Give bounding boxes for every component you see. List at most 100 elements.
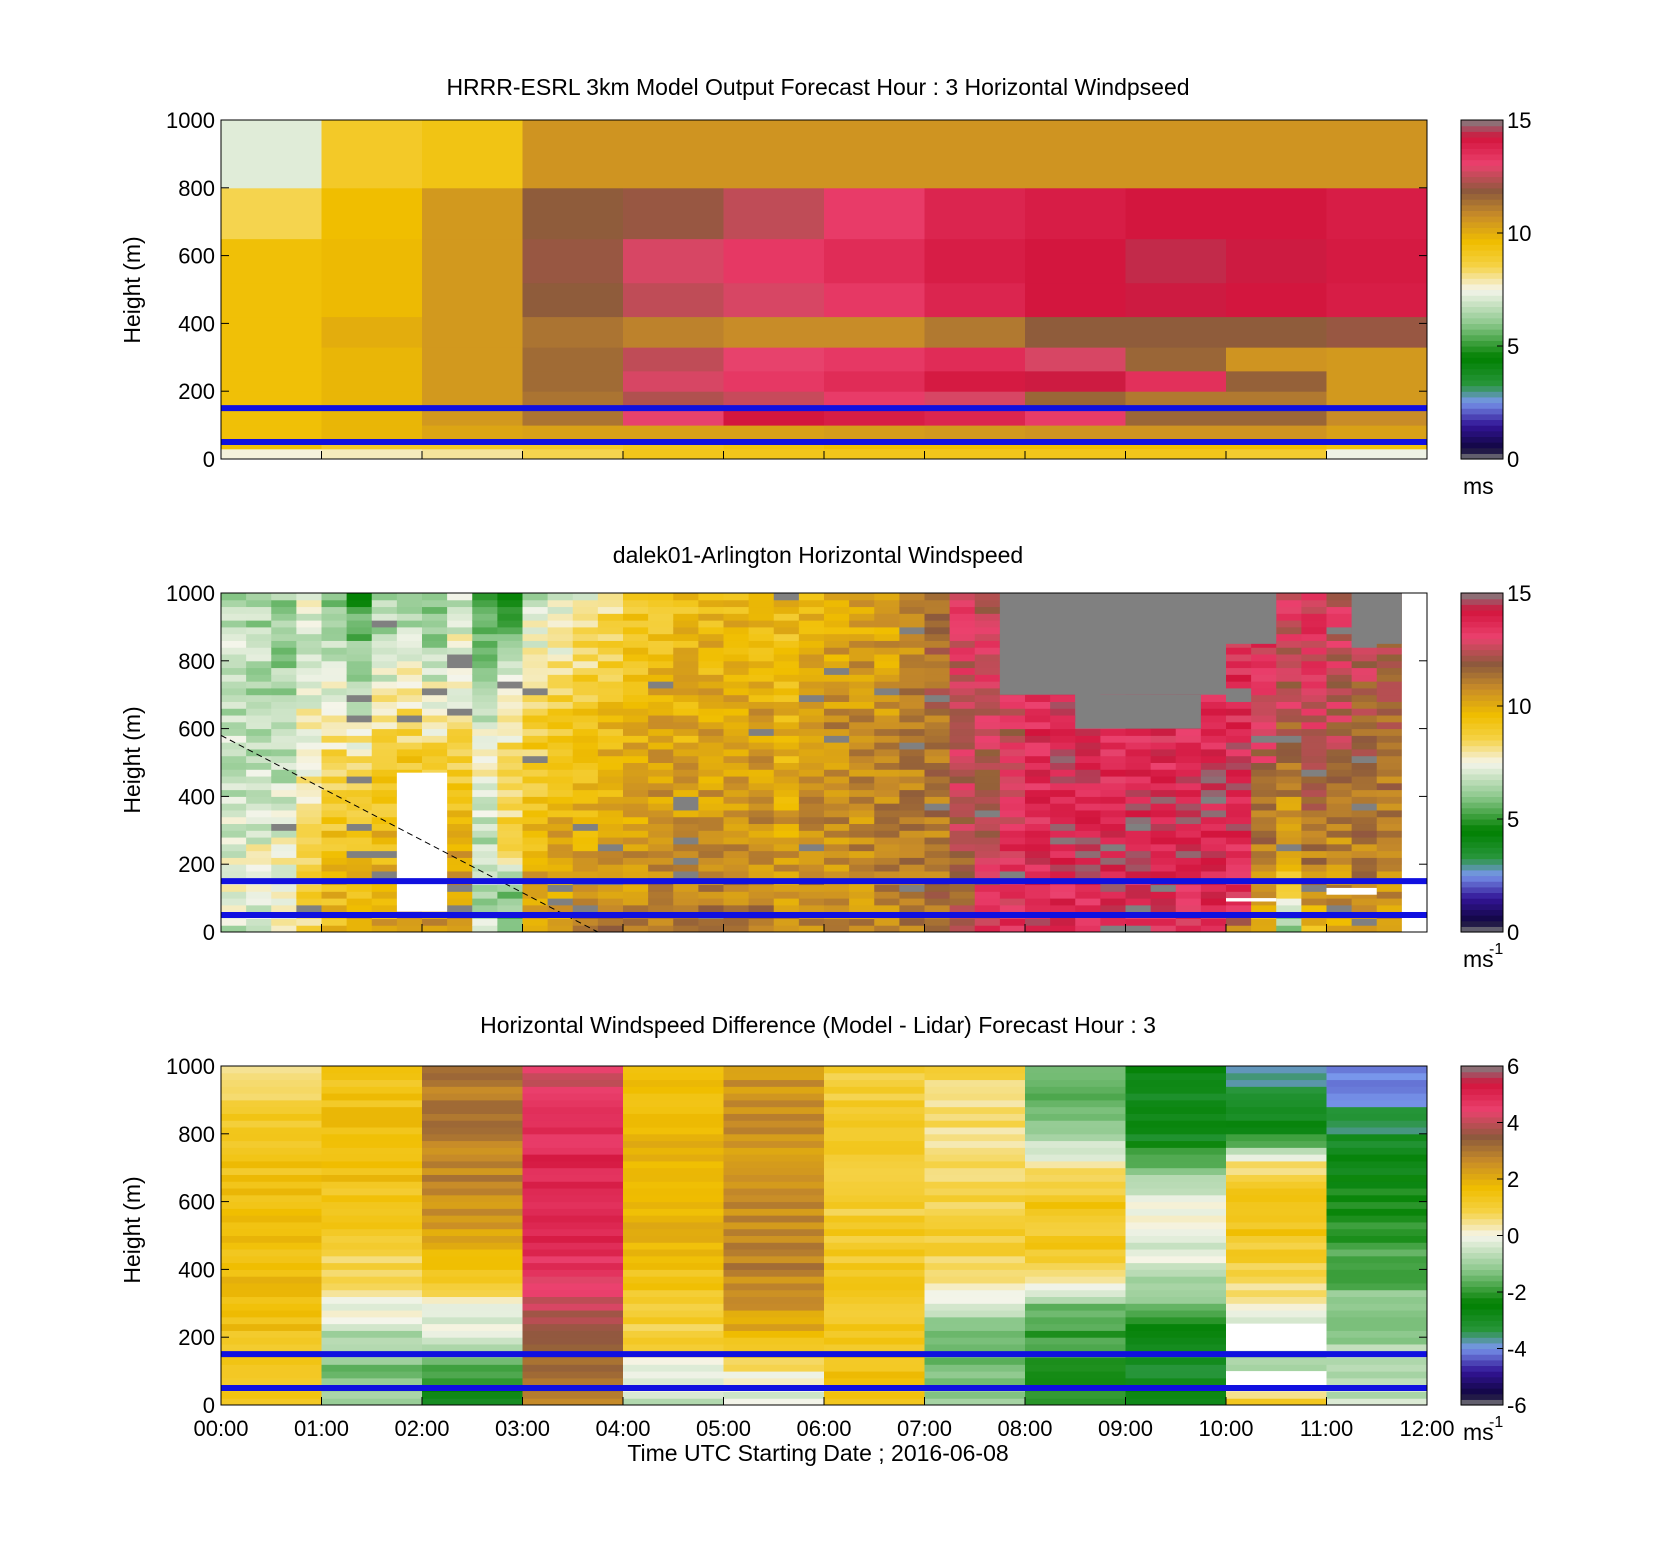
- heatmap-cell: [723, 1269, 825, 1277]
- colorbar-swatch: [1461, 408, 1503, 415]
- heatmap-cell: [1050, 898, 1076, 906]
- heatmap-cell: [874, 796, 900, 804]
- heatmap-cell: [1226, 748, 1252, 757]
- colorbar-swatch: [1461, 1258, 1503, 1265]
- heatmap-cell: [1226, 1167, 1327, 1175]
- heatmap-cell: [1025, 1296, 1126, 1304]
- heatmap-cell: [1326, 1208, 1428, 1216]
- colorbar-swatch: [1461, 858, 1503, 865]
- heatmap-cell: [1050, 694, 1076, 702]
- heatmap-cell: [1125, 1276, 1227, 1284]
- heatmap-cell: [949, 674, 976, 682]
- heatmap-cell: [648, 640, 674, 648]
- heatmap-cell: [422, 681, 448, 689]
- colorbar-swatch: [1461, 419, 1503, 426]
- heatmap-cell: [974, 918, 1001, 926]
- heatmap-cell: [824, 681, 850, 689]
- heatmap-cell: [874, 782, 900, 791]
- heatmap-cell: [1276, 816, 1302, 825]
- heatmap-cell: [221, 1289, 322, 1298]
- heatmap-cell: [422, 613, 448, 621]
- heatmap-cell: [497, 837, 523, 845]
- heatmap-cell: [221, 728, 247, 736]
- heatmap-cell: [422, 620, 448, 628]
- heatmap-cell: [572, 837, 599, 845]
- colorbar-swatch: [1461, 379, 1503, 387]
- heatmap-cell: [1025, 448, 1126, 460]
- heatmap-cell: [824, 1316, 925, 1325]
- heatmap-cell: [1025, 1208, 1126, 1216]
- heatmap-cell: [522, 606, 549, 614]
- heatmap-cell: [924, 1242, 1026, 1250]
- colorbar-swatch: [1461, 216, 1503, 223]
- heatmap-cell: [723, 1316, 825, 1325]
- heatmap-cell: [321, 1093, 423, 1101]
- heatmap-cell: [1100, 789, 1126, 797]
- heatmap-cell: [221, 1215, 322, 1223]
- heatmap-cell: [1326, 633, 1353, 641]
- colorbar-swatch: [1461, 881, 1503, 888]
- heatmap-cell: [1226, 1106, 1327, 1114]
- heatmap-plot: [220, 1065, 1428, 1406]
- heatmap-cell: [1150, 837, 1177, 845]
- heatmap-cell: [321, 654, 348, 662]
- y-tick-label: 200: [178, 1325, 215, 1350]
- heatmap-cell: [1200, 776, 1227, 784]
- heatmap-cell: [321, 1072, 423, 1081]
- heatmap-cell: [1276, 606, 1302, 614]
- heatmap-cell: [1075, 789, 1101, 797]
- heatmap-cell: [924, 1086, 1026, 1094]
- heatmap-cell: [296, 776, 322, 784]
- heatmap-cell: [924, 1296, 1026, 1304]
- heatmap-cell: [346, 647, 373, 655]
- heatmap-cell: [949, 701, 976, 709]
- heatmap-cell: [723, 613, 750, 621]
- heatmap-cell: [974, 823, 1001, 831]
- heatmap-cell: [924, 823, 951, 831]
- heatmap-cell: [572, 660, 599, 669]
- heatmap-cell: [824, 391, 925, 409]
- heatmap-cell: [472, 647, 498, 655]
- heatmap-cell: [547, 626, 574, 635]
- heatmap-cell: [773, 674, 800, 682]
- heatmap-cell: [547, 755, 574, 763]
- heatmap-cell: [698, 864, 724, 872]
- heatmap-cell: [849, 823, 875, 831]
- heatmap-cell: [1100, 830, 1126, 838]
- heatmap-cell: [673, 857, 699, 865]
- heatmap-cell: [1100, 857, 1126, 865]
- heatmap-cell: [1326, 803, 1353, 811]
- heatmap-cell: [1376, 837, 1403, 845]
- heatmap-cell: [472, 674, 498, 682]
- colorbar-swatch: [1461, 255, 1503, 262]
- heatmap-cell: [1326, 347, 1428, 372]
- heatmap-cell: [1276, 735, 1302, 743]
- heatmap-cell: [1226, 735, 1252, 743]
- heatmap-cell: [899, 694, 925, 702]
- heatmap-cell: [1326, 667, 1353, 675]
- heatmap-cell: [623, 687, 649, 696]
- heatmap-cell: [522, 708, 549, 716]
- heatmap-cell: [1025, 1181, 1126, 1189]
- heatmap-cell: [1326, 796, 1353, 804]
- heatmap-cell: [597, 803, 624, 811]
- heatmap-cell: [924, 857, 951, 865]
- heatmap-cell: [698, 599, 724, 608]
- heatmap-cell: [271, 843, 297, 852]
- heatmap-cell: [1276, 925, 1302, 933]
- heatmap-cell: [698, 715, 724, 723]
- x-tick-label: 11:00: [1300, 1416, 1353, 1441]
- heatmap-cell: [874, 654, 900, 662]
- heatmap-cell: [1301, 870, 1327, 879]
- heatmap-cell: [849, 782, 875, 791]
- heatmap-cell: [497, 687, 523, 696]
- heatmap-cell: [1050, 701, 1076, 709]
- heatmap-cell: [547, 918, 574, 926]
- heatmap-cell: [899, 620, 925, 628]
- colorbar-swatch: [1461, 1133, 1503, 1141]
- colorbar-swatch: [1461, 1388, 1503, 1395]
- heatmap-cell: [221, 769, 247, 777]
- heatmap-cell: [547, 769, 574, 777]
- heatmap-cell: [346, 918, 373, 926]
- heatmap-cell: [798, 891, 825, 899]
